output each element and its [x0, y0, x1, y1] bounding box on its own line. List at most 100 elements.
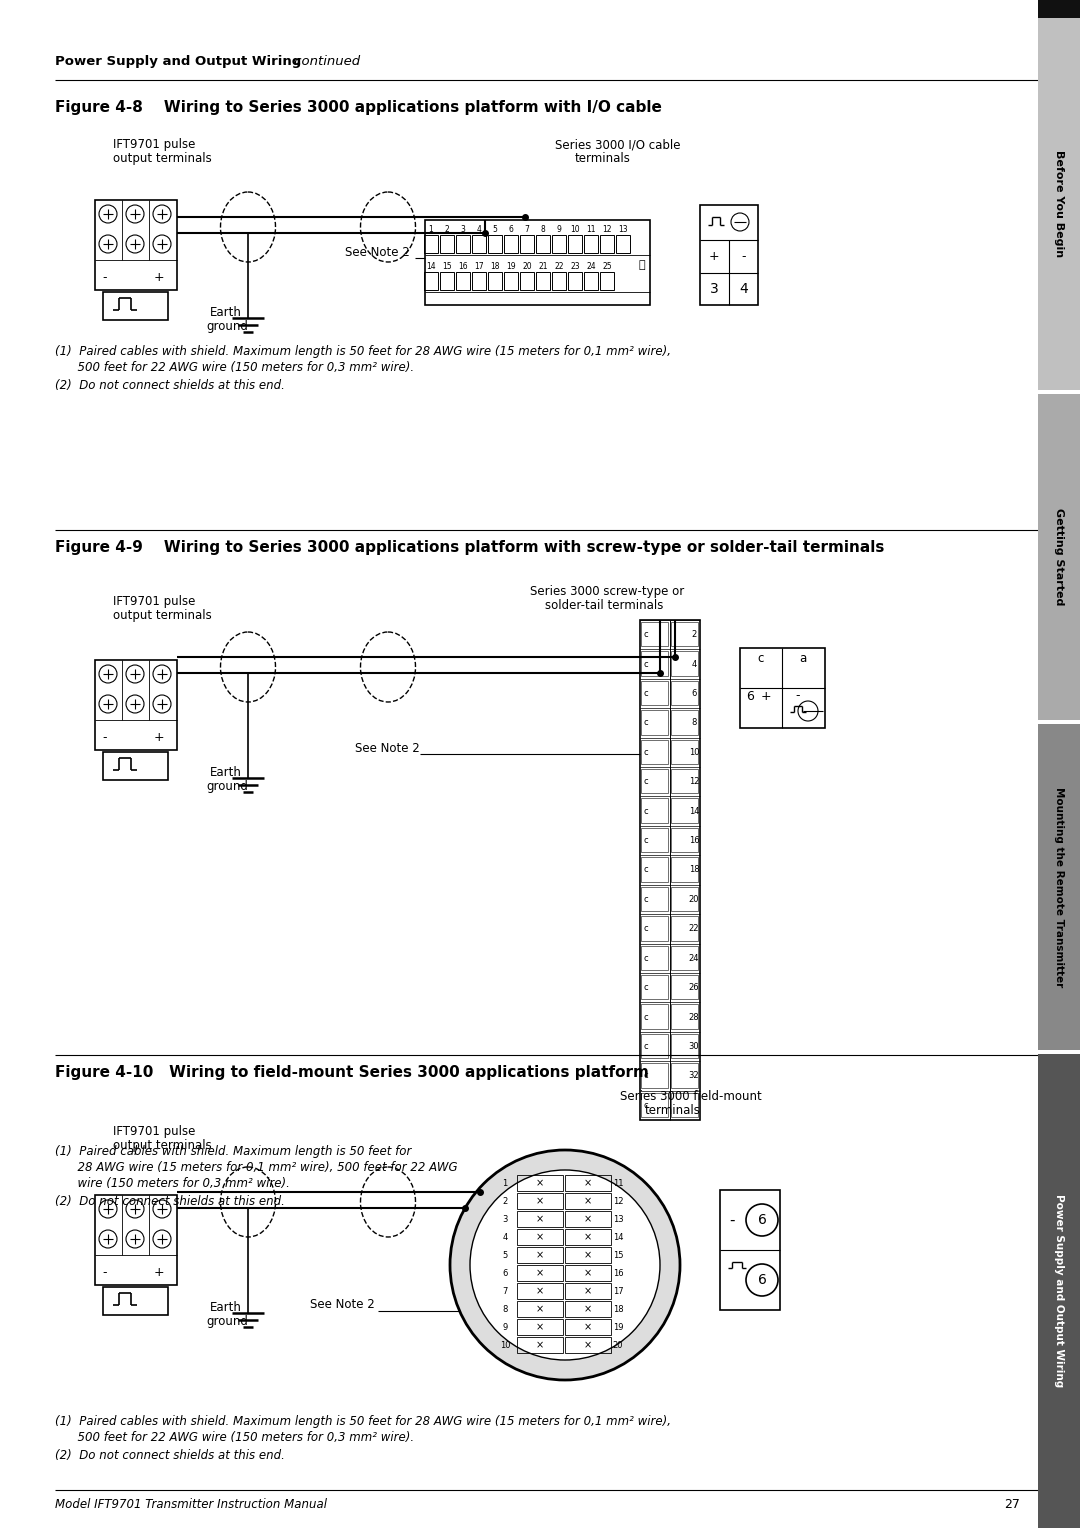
Text: Getting Started: Getting Started [1054, 509, 1064, 605]
Text: 13: 13 [618, 225, 627, 234]
Circle shape [99, 1230, 117, 1248]
Text: 1: 1 [429, 225, 433, 234]
Text: Mounting the Remote Transmitter: Mounting the Remote Transmitter [1054, 787, 1064, 987]
Bar [456, 235, 470, 254]
Text: (1)  Paired cables with shield. Maximum length is 50 feet for 28 AWG wire (15 me: (1) Paired cables with shield. Maximum l… [55, 1415, 671, 1429]
Text: Series 3000 I/O cable: Series 3000 I/O cable [555, 138, 680, 151]
Bar [565, 1247, 611, 1264]
Text: -: - [103, 730, 107, 744]
Bar [671, 917, 698, 941]
Text: 2: 2 [502, 1196, 508, 1206]
Circle shape [126, 695, 144, 714]
Text: 10: 10 [689, 747, 699, 756]
Bar [642, 828, 669, 853]
Bar [517, 1175, 563, 1190]
Text: 18: 18 [689, 865, 700, 874]
Bar [642, 799, 669, 824]
Text: 11: 11 [612, 1178, 623, 1187]
Bar [671, 740, 698, 764]
Circle shape [470, 1170, 660, 1360]
Text: IFT9701 pulse: IFT9701 pulse [113, 594, 195, 608]
Bar [1038, 724, 1080, 1050]
Text: c: c [644, 807, 648, 816]
Text: Figure 4-9    Wiring to Series 3000 applications platform with screw-type or sol: Figure 4-9 Wiring to Series 3000 applica… [55, 539, 885, 555]
Text: ground: ground [206, 779, 248, 793]
Text: ×: × [536, 1303, 544, 1314]
Circle shape [99, 235, 117, 254]
Text: 20: 20 [689, 895, 699, 905]
Circle shape [153, 205, 171, 223]
Text: ×: × [584, 1287, 592, 1296]
Text: See Note 2: See Note 2 [345, 246, 409, 258]
Bar [1038, 720, 1080, 724]
Text: (1)  Paired cables with shield. Maximum length is 50 feet for 28 AWG wire (15 me: (1) Paired cables with shield. Maximum l… [55, 345, 671, 358]
Text: -: - [103, 270, 107, 284]
Text: -: - [796, 689, 800, 703]
Text: c: c [644, 1042, 648, 1051]
Bar [642, 769, 669, 793]
Bar [565, 1193, 611, 1209]
Circle shape [126, 205, 144, 223]
Text: 6: 6 [757, 1273, 767, 1287]
Text: 6: 6 [757, 1213, 767, 1227]
Text: c: c [644, 778, 648, 787]
Text: 21: 21 [538, 261, 548, 270]
Bar [565, 1337, 611, 1352]
Bar [552, 235, 566, 254]
Text: 6: 6 [509, 225, 513, 234]
Bar [671, 1063, 698, 1088]
Text: 4: 4 [502, 1233, 508, 1241]
Text: a: a [799, 652, 807, 665]
Text: 23: 23 [570, 261, 580, 270]
Bar [519, 235, 534, 254]
Text: Earth: Earth [210, 766, 242, 779]
Text: 10: 10 [570, 225, 580, 234]
Text: continued: continued [291, 55, 360, 69]
Text: ×: × [584, 1215, 592, 1224]
Text: ×: × [536, 1287, 544, 1296]
Circle shape [126, 1230, 144, 1248]
Bar [1038, 394, 1080, 720]
Text: 24: 24 [689, 953, 699, 963]
Circle shape [153, 235, 171, 254]
Bar [642, 711, 669, 735]
Text: c: c [644, 983, 648, 992]
Text: 25: 25 [603, 261, 611, 270]
Bar [642, 651, 669, 675]
Text: 17: 17 [612, 1287, 623, 1296]
Text: 6: 6 [691, 689, 697, 698]
Text: 11: 11 [586, 225, 596, 234]
Bar [565, 1300, 611, 1317]
Circle shape [153, 1230, 171, 1248]
Bar [517, 1265, 563, 1280]
Circle shape [126, 235, 144, 254]
Text: ×: × [536, 1178, 544, 1187]
Text: ×: × [584, 1340, 592, 1351]
Text: 10: 10 [500, 1340, 510, 1349]
Text: output terminals: output terminals [113, 1138, 212, 1152]
Text: 19: 19 [612, 1323, 623, 1331]
Bar [671, 886, 698, 911]
Text: IFT9701 pulse: IFT9701 pulse [113, 138, 195, 151]
Text: Before You Begin: Before You Begin [1054, 150, 1064, 258]
Text: 14: 14 [689, 807, 699, 816]
Text: 27: 27 [1004, 1497, 1020, 1511]
Text: 7: 7 [525, 225, 529, 234]
Bar [565, 1229, 611, 1245]
Bar [1038, 1054, 1080, 1528]
Bar [472, 235, 486, 254]
Circle shape [126, 1199, 144, 1218]
Text: 16: 16 [689, 836, 700, 845]
Bar [440, 272, 454, 290]
Text: 15: 15 [442, 261, 451, 270]
Bar [600, 272, 615, 290]
Text: c: c [644, 895, 648, 905]
Bar [517, 1247, 563, 1264]
Bar [671, 975, 698, 999]
Text: wire (150 meters for 0,3 mm² wire).: wire (150 meters for 0,3 mm² wire). [55, 1177, 289, 1190]
Text: ×: × [536, 1340, 544, 1351]
Text: 24: 24 [586, 261, 596, 270]
Bar [103, 1287, 168, 1316]
Text: c: c [644, 1100, 648, 1109]
Circle shape [798, 701, 818, 721]
